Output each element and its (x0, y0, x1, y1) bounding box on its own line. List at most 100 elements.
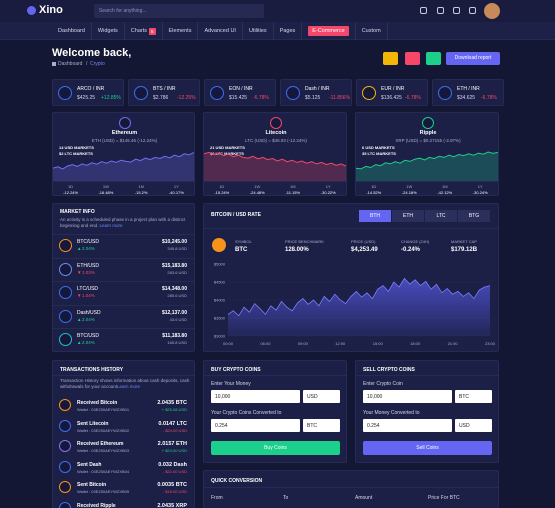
coin-icon (59, 440, 71, 452)
stat-label: SYMBOL (235, 239, 252, 244)
ticker-card: EUR / INR $136.425 -6.78% (356, 79, 428, 106)
text-input[interactable]: 0.254 (211, 419, 300, 432)
sparkline (53, 151, 194, 181)
select[interactable]: BTC (303, 419, 340, 432)
tab[interactable]: ETH (392, 210, 424, 222)
stat-value: $4,253.49 (351, 247, 378, 253)
stat-label: PRICE (USD) (351, 239, 376, 244)
volume: 285.6 USD (167, 293, 187, 298)
select[interactable]: USD (455, 419, 492, 432)
coin-card: Litecoin LTC (USD) = $45.93 (-12.24%) 21 U… (203, 112, 347, 196)
nav-item[interactable]: E-Commerce (302, 22, 356, 40)
trend-arrow: ▼ (77, 269, 82, 275)
coin-icon (59, 460, 71, 473)
pair: LTC/USD (77, 286, 99, 292)
avatar[interactable] (484, 3, 500, 19)
tx-title: Received Ripple (77, 502, 116, 508)
trend-arrow: ▼ (77, 293, 82, 298)
row-divider (53, 328, 194, 329)
stat-change: -14.52% (366, 190, 382, 195)
submit-button[interactable]: Sell Coins (363, 441, 492, 455)
submit-button[interactable]: Buy Coins (211, 441, 340, 455)
ticker-pair: ETH / INR (457, 86, 480, 92)
ticker-change: -12.25% (177, 95, 196, 101)
field-label: Your Crypto Coins Converted to (211, 410, 282, 416)
coin-icon (59, 309, 72, 323)
toolbar-icon[interactable] (469, 7, 476, 14)
ticker-price: $34.625 (457, 95, 476, 101)
nav-item[interactable]: Charts 5 (125, 22, 163, 40)
stat-change: -12.24% (63, 190, 79, 195)
search-box[interactable]: Search for anything... (94, 4, 264, 18)
stat-label: CHANGE (24H) (401, 239, 430, 244)
tab[interactable]: LTC (425, 210, 457, 222)
tx-usd: - $18.00 USD (162, 489, 187, 494)
coin-icon (438, 86, 452, 100)
y-tick-label: $3500 (214, 316, 226, 321)
volume: 165.8 USD (167, 340, 187, 345)
stat-label: PRICE BENCHMARK (285, 239, 324, 244)
nav-item[interactable]: Custom (356, 22, 388, 40)
breadcrumb-item: Dashboard (58, 61, 83, 67)
nav-item[interactable]: Widgets (92, 22, 125, 40)
ticker-pair: EON / INR (229, 86, 253, 92)
learn-more[interactable]: Learn more (98, 223, 123, 228)
select[interactable]: USD (303, 390, 340, 403)
coin-icon (134, 86, 148, 100)
text-input[interactable]: 10,000 (363, 390, 452, 403)
tx-amount: 2.0435 BTC (157, 400, 187, 406)
select[interactable]: BTC (455, 390, 492, 403)
btc-icon (212, 238, 226, 252)
action-button[interactable] (426, 52, 441, 65)
action-button[interactable] (383, 52, 398, 65)
nav-label: Utilities (248, 28, 267, 34)
coin-stats: 1D -14.52% 1W -24.18% 1M -42.12% 1Y -30.24% (356, 181, 498, 196)
nav-item[interactable]: Pages (274, 22, 303, 40)
stat-period: 1M (441, 184, 448, 189)
sparkline-line (204, 151, 346, 167)
text-input[interactable]: 0.254 (363, 419, 452, 432)
panel-title: BITCOIN / USD RATE (211, 212, 261, 218)
coin-icon (59, 501, 71, 508)
tx-amount: 0.0035 BTC (157, 482, 187, 488)
nav-item[interactable]: Dashboard (52, 22, 92, 40)
text-input[interactable]: 10,000 (211, 390, 300, 403)
nav-item[interactable]: Elements (163, 22, 199, 40)
x-tick-label: 00:00 (223, 341, 234, 346)
logo: Xino (39, 4, 63, 16)
field-label: To (283, 495, 289, 501)
stat-change: -15.24% (214, 190, 230, 195)
tx-usd: + $25.08 USD (161, 407, 187, 412)
row-divider (53, 375, 194, 376)
tx-amount: 0.0147 LTC (158, 420, 187, 427)
toolbar-icon[interactable] (437, 7, 444, 14)
learn-more[interactable]: Learn more (117, 384, 141, 389)
tx-title: Sent Dash (77, 461, 102, 468)
stat-period: 1M (289, 184, 296, 189)
tab[interactable]: BTG (458, 210, 490, 222)
tx-amount: 0.032 Dash (158, 461, 187, 468)
toolbar-icon[interactable] (420, 7, 427, 14)
tab[interactable]: BTH (359, 210, 391, 222)
ticker-change: -6.78% (405, 95, 421, 101)
ticker-pair: BTS / INR (153, 86, 176, 92)
row-divider (204, 228, 498, 229)
nav-label: Custom (361, 28, 381, 34)
nav-item[interactable]: Utilities (243, 22, 274, 40)
tx-amount: 2.0157 ETH (157, 441, 187, 447)
nav-item[interactable]: Advanced UI (198, 22, 243, 40)
coin-market: 35 LTC MARKETS (362, 151, 396, 156)
toolbar-icon[interactable] (453, 7, 460, 14)
stat-value: 128.00% (285, 247, 309, 253)
tx-amount: 2.0435 XRP (157, 502, 187, 508)
price: $14,348.00 (161, 286, 187, 292)
download-button[interactable]: Download report (446, 52, 500, 65)
nav-badge: 5 (149, 27, 156, 35)
market-info-panel: MARKET INFO An activity is a scheduled ph… (52, 203, 195, 352)
btc-rate-panel: BITCOIN / USD RATE BTH ETH LTC BTG SYMBOL BTC P… (203, 203, 499, 352)
price: $11,183.80 (162, 333, 187, 339)
action-button[interactable] (405, 52, 420, 65)
ticker-card: Dash / INR $5.125 -11.856% (280, 79, 352, 106)
quick-conversion-panel: QUICK CONVERSION From To Amount Price For BT… (203, 470, 499, 508)
pair: BTC/USD (77, 239, 99, 245)
